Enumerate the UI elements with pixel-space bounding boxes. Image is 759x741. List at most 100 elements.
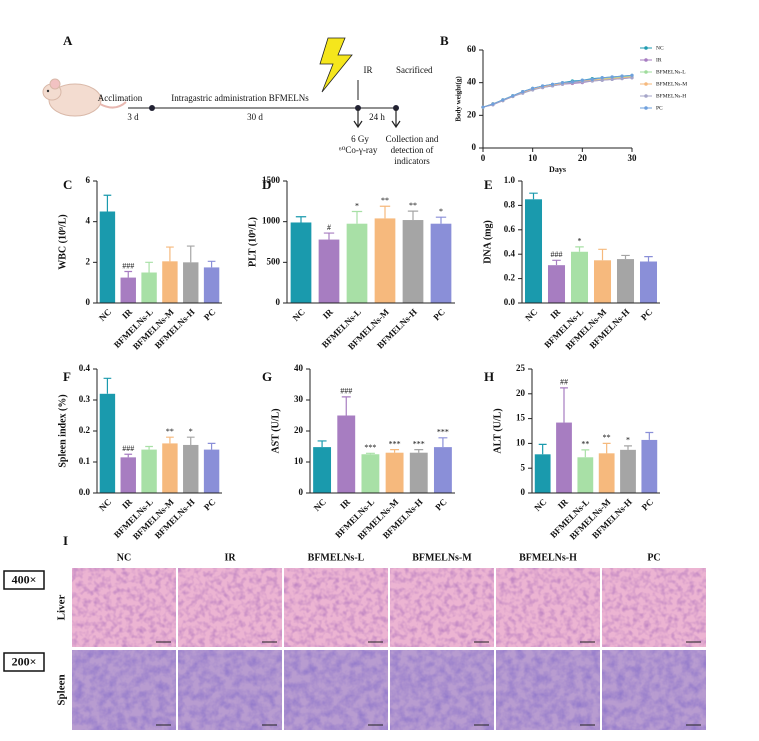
y-tick-label: 1000: [262, 216, 281, 226]
step-label: Sacrificed: [396, 65, 433, 75]
error-bar: [575, 246, 584, 252]
x-tick-label: 30: [628, 153, 638, 163]
point: [501, 98, 505, 102]
histology-texture: [178, 568, 282, 647]
column-label: IR: [224, 552, 236, 563]
y-tick-label: 6: [86, 175, 91, 185]
row-label: Liver: [56, 595, 68, 621]
y-tick-label: 30: [294, 394, 304, 404]
duration-label: 24 h: [369, 112, 385, 122]
panel-label: I: [63, 533, 68, 548]
bar: [433, 447, 452, 493]
magnification-box: [3, 652, 45, 672]
y-tick-label: 0: [86, 297, 91, 307]
y-axis-title: Body weight(g): [455, 76, 463, 122]
x-tick-label: PC: [202, 307, 218, 323]
legend-swatch: [644, 94, 648, 98]
histology-texture: [390, 650, 494, 730]
error-bar: [207, 442, 216, 450]
y-tick-label: 0.8: [504, 199, 516, 209]
significance-label: *: [626, 436, 630, 445]
y-tick-label: 5: [521, 462, 526, 472]
x-tick-label: IR: [321, 306, 335, 320]
significance-label: ###: [551, 250, 563, 259]
panel-label: H: [484, 369, 494, 384]
magnification-label: 200×: [12, 654, 37, 668]
bar: [162, 443, 178, 493]
significance-label: *: [439, 207, 443, 216]
bar: [593, 260, 612, 303]
histology-texture: [284, 568, 388, 647]
point: [511, 94, 515, 98]
bar: [162, 261, 178, 303]
panel-a: A Acclimation 3 d Intragastric administr…: [42, 33, 439, 166]
point: [481, 105, 485, 109]
error-bar: [166, 246, 174, 262]
error-bar: [186, 436, 195, 445]
bar: [361, 454, 380, 493]
bar: [409, 452, 428, 493]
bar: [616, 259, 635, 303]
significance-label: ***: [413, 439, 425, 448]
error-bar: [560, 387, 568, 423]
significance-label: **: [409, 201, 417, 210]
bar: [290, 222, 312, 303]
bar: [620, 449, 636, 493]
y-tick-label: 0: [521, 487, 526, 497]
bar: [99, 211, 116, 303]
x-tick-label: PC: [639, 307, 655, 323]
bar: [141, 272, 157, 303]
duration-label: 30 d: [247, 112, 263, 122]
error-bar: [186, 245, 195, 263]
histology-texture: [602, 568, 706, 647]
mouse-icon: [42, 78, 127, 117]
error-bar: [323, 232, 335, 240]
step-label: Acclimation: [98, 93, 143, 103]
significance-label: ##: [560, 378, 568, 387]
error-bar: [645, 431, 654, 440]
panel-label: G: [262, 369, 272, 384]
collection-label: indicators: [394, 156, 430, 166]
x-tick-label: PC: [202, 497, 218, 513]
panel-label: F: [63, 369, 71, 384]
x-tick-label: IR: [120, 496, 134, 510]
point: [620, 76, 624, 81]
x-tick-label: PC: [433, 497, 449, 513]
column-label: BFMELNs-L: [308, 552, 365, 563]
bar: [313, 447, 332, 493]
point: [600, 76, 604, 80]
error-bar: [379, 205, 391, 219]
series-line: [482, 77, 633, 108]
significance-label: *: [189, 427, 193, 436]
bar: [598, 453, 615, 493]
significance-label: ***: [437, 428, 449, 437]
error-bar: [414, 449, 424, 453]
point: [610, 77, 614, 81]
significance-label: ***: [364, 443, 376, 452]
y-tick-label: 20: [294, 425, 304, 435]
legend-label: BFMELNs-H: [656, 93, 686, 99]
y-tick-label: 15: [516, 413, 526, 423]
significance-label: ###: [340, 387, 352, 396]
y-tick-label: 0: [276, 297, 281, 307]
y-tick-label: 0.6: [504, 224, 516, 234]
y-tick-label: 20: [467, 109, 477, 119]
column-label: BFMELNs-H: [519, 552, 577, 563]
bar: [337, 415, 356, 493]
error-bar: [621, 254, 630, 260]
timeline-dot: [149, 105, 155, 111]
series-line: [482, 77, 633, 108]
y-tick-label: 2: [86, 256, 91, 266]
y-tick-label: 0.2: [79, 425, 91, 435]
error-bar: [365, 452, 375, 455]
series-line: [482, 75, 633, 108]
error-bar: [529, 192, 538, 200]
point: [541, 84, 545, 88]
legend-swatch: [644, 106, 648, 110]
x-tick-label: IR: [120, 306, 134, 320]
x-tick-label: NC: [291, 307, 307, 323]
error-bar: [207, 260, 216, 268]
histology-texture: [496, 568, 600, 647]
x-tick-label: IR: [338, 496, 352, 510]
